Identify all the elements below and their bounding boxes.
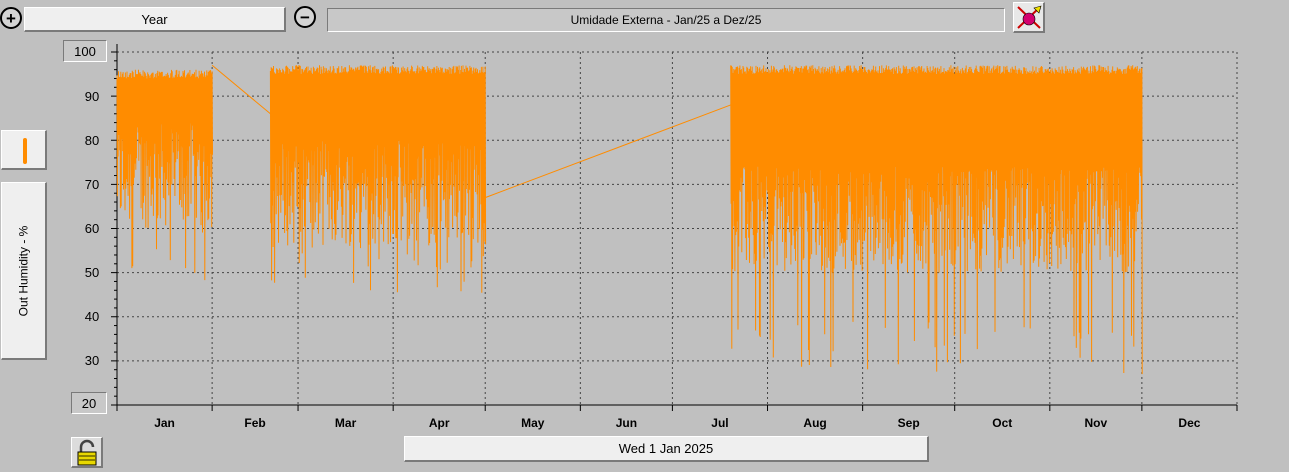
lock-button[interactable] <box>71 437 103 468</box>
x-tick-label: Feb <box>244 416 265 430</box>
x-tick-label: Dec <box>1178 416 1200 430</box>
x-tick-label: Nov <box>1085 416 1108 430</box>
humidity-series-gap-connector <box>212 65 270 114</box>
x-tick-label: Jan <box>154 416 175 430</box>
date-selector[interactable]: Wed 1 Jan 2025 <box>404 436 929 462</box>
x-tick-label: Jun <box>616 416 637 430</box>
x-tick-label: Oct <box>992 416 1012 430</box>
x-tick-label: Aug <box>803 416 826 430</box>
x-tick-label: May <box>521 416 545 430</box>
humidity-series-gap-connector <box>485 105 730 198</box>
padlock-icon <box>72 438 102 467</box>
humidity-series-segment <box>117 70 213 280</box>
date-label: Wed 1 Jan 2025 <box>619 441 713 456</box>
x-tick-label: Apr <box>429 416 450 430</box>
x-tick-label: Mar <box>335 416 357 430</box>
humidity-series-segment <box>731 65 1142 374</box>
x-tick-label: Jul <box>711 416 728 430</box>
humidity-series-segment <box>270 65 485 293</box>
x-tick-label: Sep <box>898 416 920 430</box>
